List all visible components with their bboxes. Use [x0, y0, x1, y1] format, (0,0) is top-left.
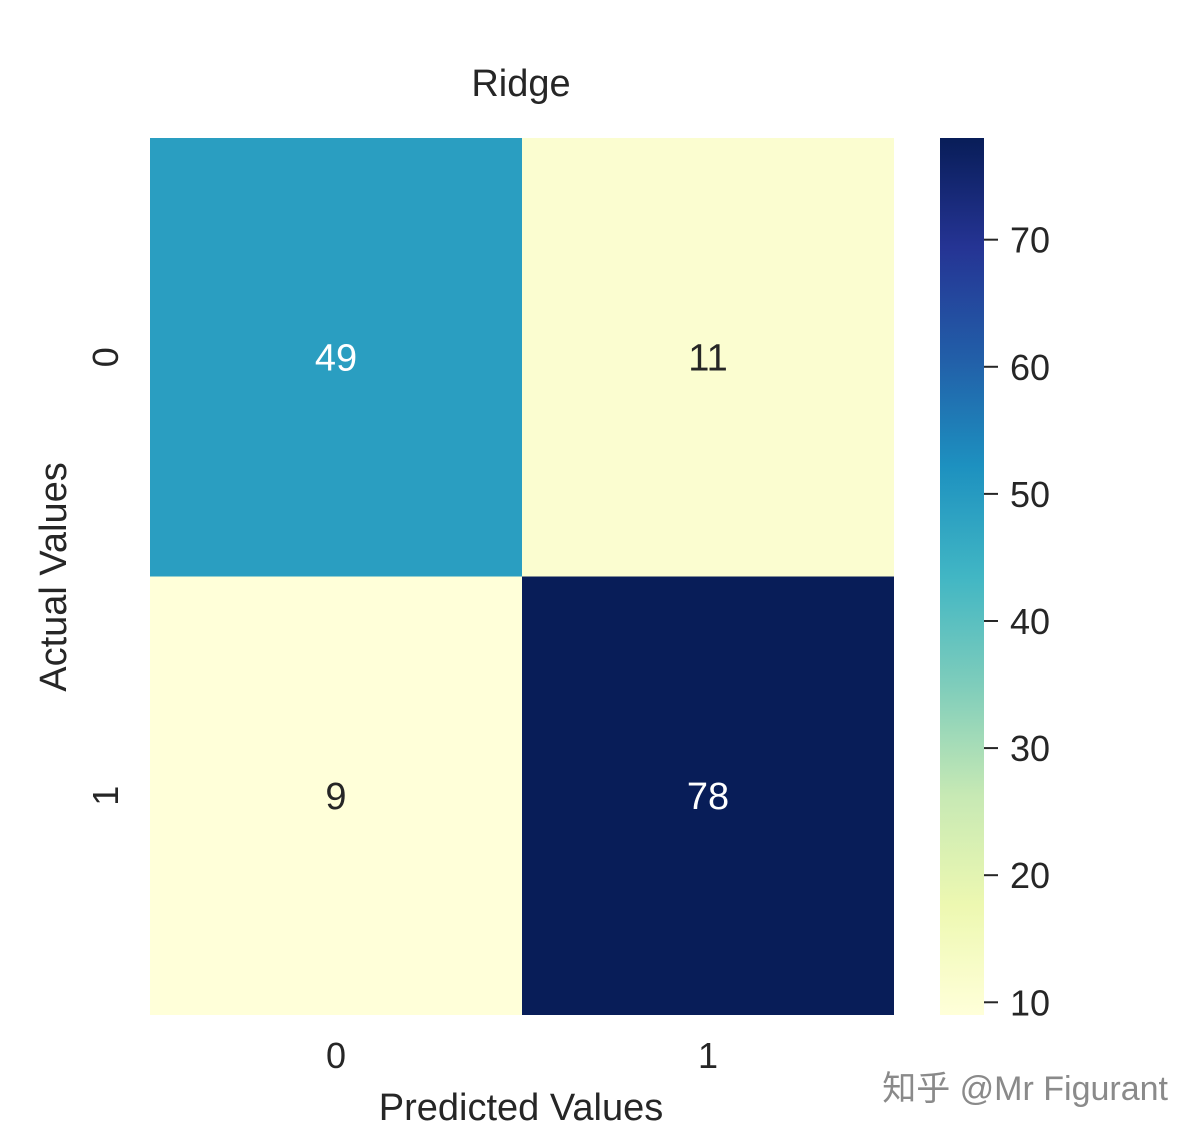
- heatmap-cell-0-0: [150, 138, 522, 577]
- x-tick-label-1: 1: [698, 1035, 718, 1076]
- colorbar: [940, 138, 984, 1015]
- heatmap-cell-label-1-0: 9: [325, 776, 346, 818]
- heatmap-cells: 49 11 9 78: [150, 138, 894, 1015]
- heatmap-cell-label-0-1: 11: [688, 337, 727, 379]
- colorbar-tick-label-1: 20: [1010, 855, 1050, 896]
- colorbar-tick-label-3: 40: [1010, 601, 1050, 642]
- heatmap-cell-1-0: [150, 576, 522, 1015]
- watermark: 知乎 @Mr Figurant: [882, 1070, 1168, 1108]
- colorbar-tick-label-2: 30: [1010, 728, 1050, 769]
- y-axis-label: Actual Values: [33, 462, 75, 692]
- heatmap-cell-0-1: [522, 138, 894, 577]
- heatmap-cell-label-1-1: 78: [687, 776, 729, 818]
- x-tick-label-0: 0: [326, 1035, 346, 1076]
- colorbar-tick-label-6: 70: [1010, 220, 1050, 261]
- y-tick-label-1: 1: [85, 786, 126, 806]
- chart-title: Ridge: [471, 63, 570, 105]
- colorbar-tick-label-4: 50: [1010, 474, 1050, 515]
- colorbar-tick-label-0: 10: [1010, 982, 1050, 1023]
- colorbar-ticks: 10 20 30 40 50 60 70: [984, 220, 1050, 1023]
- heatmap-cell-label-0-0: 49: [315, 337, 357, 379]
- heatmap-cell-1-1: [522, 576, 894, 1015]
- y-tick-label-0: 0: [85, 347, 126, 367]
- y-tick-labels: 01: [85, 347, 126, 806]
- x-axis-label: Predicted Values: [379, 1087, 663, 1129]
- colorbar-tick-label-5: 60: [1010, 347, 1050, 388]
